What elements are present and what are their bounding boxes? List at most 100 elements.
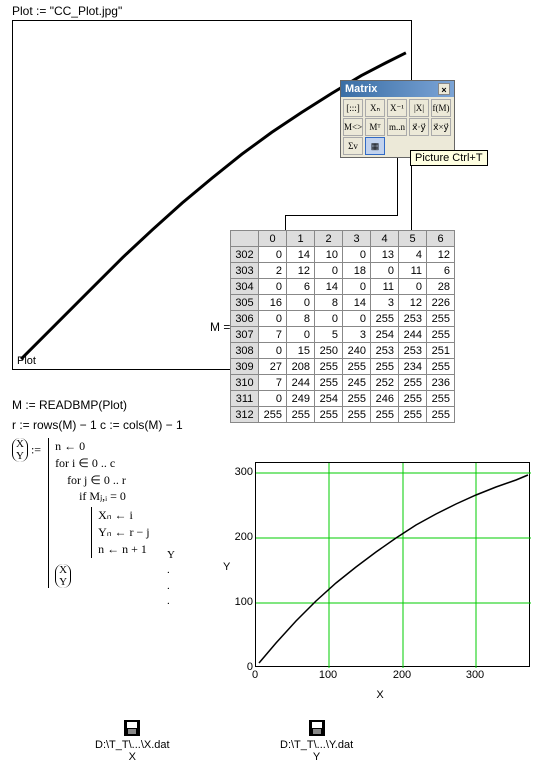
cell: 28 [427,279,455,295]
algo-line: if Mⱼ,ᵢ = 0 [55,488,150,505]
cell: 13 [371,247,399,263]
matrix-toolbar-button[interactable]: [:::] [343,99,363,117]
matrix-toolbar-button[interactable]: f(M) [431,99,451,117]
cell: 0 [343,311,371,327]
row-header: 309 [231,359,259,375]
save-icon[interactable] [124,720,140,736]
cell: 255 [343,359,371,375]
rhs-vector: XY [55,564,71,588]
cell: 11 [371,279,399,295]
cell: 12 [399,295,427,311]
cell: 255 [371,359,399,375]
cell: 12 [427,247,455,263]
cell: 255 [427,407,455,423]
save-x-group: D:\T_T\...\X.dat X [95,720,170,763]
matrix-title: Matrix [345,83,377,95]
cell: 3 [343,327,371,343]
row-header: 303 [231,263,259,279]
cell: 0 [259,279,287,295]
cell: 0 [343,247,371,263]
row-header: 305 [231,295,259,311]
cell: 0 [259,247,287,263]
y-dots: Y . . . [167,548,177,610]
connector-line [285,215,286,230]
algo-line: for j ∈ 0 .. r [55,472,150,489]
cell: 4 [399,247,427,263]
algo-line: n ← 0 [55,438,150,455]
row-header: 310 [231,375,259,391]
tooltip: Picture Ctrl+T [410,150,488,166]
connector-line [285,215,398,216]
matrix-toolbar-button[interactable]: ▦ [365,137,385,155]
close-icon[interactable]: × [438,83,450,95]
cell: 255 [315,375,343,391]
cell: 14 [315,279,343,295]
cell: 236 [427,375,455,391]
matrix-toolbar-button[interactable]: m..n [387,118,407,136]
save-y-path: D:\T_T\...\Y.dat [280,739,353,751]
algo-line: n ← n + 1 [98,541,150,558]
matrix-toolbar-button[interactable]: x⃗×y⃗ [431,118,451,136]
cell: 255 [371,407,399,423]
cell: 240 [343,343,371,359]
col-header: 5 [399,231,427,247]
cell: 253 [399,343,427,359]
cell: 14 [343,295,371,311]
cell: 253 [399,311,427,327]
xy-chart: Y X 0100200300 0100200300 [225,457,535,697]
cell: 0 [315,311,343,327]
save-icon[interactable] [309,720,325,736]
cell: 255 [343,407,371,423]
cell: 0 [371,263,399,279]
cell: 10 [315,247,343,263]
algo-line: for i ∈ 0 .. c [55,455,150,472]
chart-xlabel: X [376,689,383,701]
m-equals-label: M = [210,320,230,334]
cell: 249 [287,391,315,407]
cell: 255 [427,327,455,343]
matrix-toolbar-button[interactable]: M<> [343,118,363,136]
matrix-toolbar-button[interactable]: x⃗·y⃗ [409,118,429,136]
matrix-toolbar-button[interactable]: Σv [343,137,363,155]
col-header: 4 [371,231,399,247]
cell: 254 [315,391,343,407]
cell: 255 [287,407,315,423]
cell: 254 [371,327,399,343]
cell: 226 [427,295,455,311]
cell: 6 [427,263,455,279]
cell: 3 [371,295,399,311]
save-y-group: D:\T_T\...\Y.dat Y [280,720,353,763]
cell: 255 [399,407,427,423]
cell: 255 [371,311,399,327]
matrix-toolbar[interactable]: Matrix × [:::]XₙX⁻¹|X|f(M)M<>Mᵀm..nx⃗·y⃗… [340,80,455,158]
cell: 0 [343,279,371,295]
cell: 8 [315,295,343,311]
formula-rows-cols: r := rows(M) − 1 c := cols(M) − 1 [12,418,183,432]
y-tick-label: 300 [235,466,253,478]
matrix-toolbar-button[interactable]: Xₙ [365,99,385,117]
matrix-toolbar-button[interactable]: |X| [409,99,429,117]
cell: 255 [427,359,455,375]
cell: 255 [427,391,455,407]
cell: 250 [315,343,343,359]
cell: 0 [287,295,315,311]
cell: 15 [287,343,315,359]
cell: 0 [259,391,287,407]
cell: 244 [399,327,427,343]
cell: 255 [399,375,427,391]
matrix-toolbar-button[interactable]: Mᵀ [365,118,385,136]
cell: 27 [259,359,287,375]
save-x-var: X [129,751,136,763]
cell: 0 [287,327,315,343]
cell: 255 [315,407,343,423]
matrix-toolbar-button[interactable]: X⁻¹ [387,99,407,117]
chart-plot-area [255,462,530,667]
cell: 255 [343,391,371,407]
col-header: 0 [259,231,287,247]
cell: 2 [259,263,287,279]
save-x-path: D:\T_T\...\X.dat [95,739,170,751]
col-header: 6 [427,231,455,247]
matrix-titlebar[interactable]: Matrix × [341,81,454,97]
cell: 14 [287,247,315,263]
formula-readbmp: M := READBMP(Plot) [12,398,127,412]
